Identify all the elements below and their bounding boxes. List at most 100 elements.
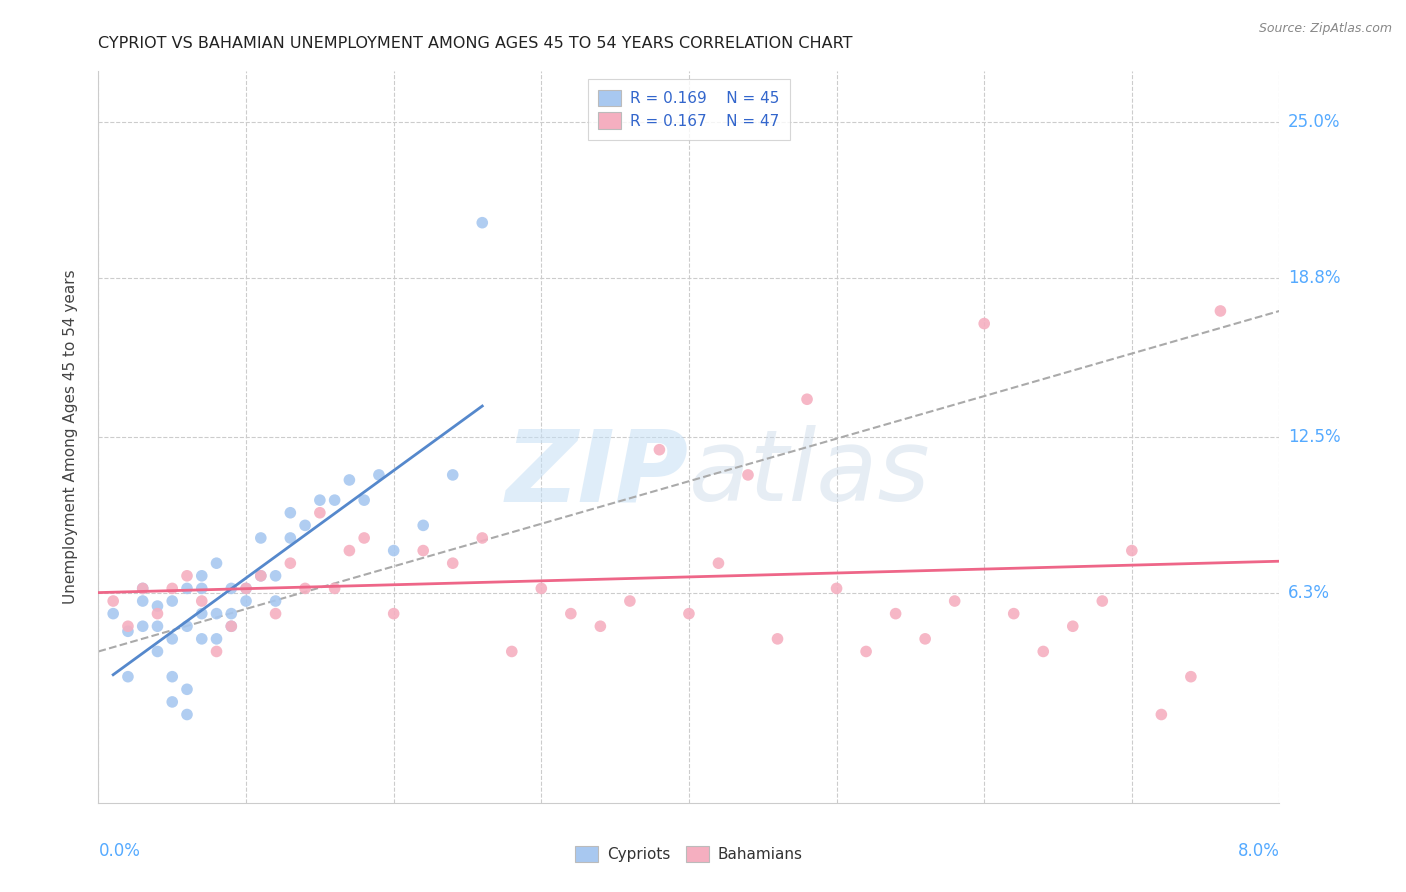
Point (117, 670, 139, 684)
Point (146, 619, 169, 633)
Point (205, 644, 228, 658)
Point (1062, 619, 1084, 633)
Point (589, 619, 612, 633)
Point (146, 599, 169, 613)
Text: 18.8%: 18.8% (1288, 269, 1340, 287)
Point (205, 556, 228, 570)
Point (278, 531, 301, 545)
Y-axis label: Unemployment Among Ages 45 to 54 years: Unemployment Among Ages 45 to 54 years (63, 269, 77, 605)
Point (441, 556, 464, 570)
Point (1180, 670, 1202, 684)
Point (205, 632, 228, 646)
Point (162, 670, 183, 684)
Text: 25.0%: 25.0% (1288, 112, 1340, 131)
Point (264, 607, 287, 621)
Point (619, 594, 641, 608)
Point (560, 607, 582, 621)
Point (205, 607, 228, 621)
Point (132, 582, 155, 596)
Point (412, 518, 434, 533)
Point (441, 467, 464, 482)
Legend: Cypriots, Bahamians: Cypriots, Bahamians (569, 839, 808, 868)
Point (264, 594, 287, 608)
Point (1150, 707, 1173, 722)
Point (648, 442, 671, 457)
Point (176, 569, 198, 583)
Point (308, 493, 332, 508)
Point (250, 569, 273, 583)
Point (766, 632, 789, 646)
Point (235, 594, 257, 608)
Point (132, 594, 155, 608)
Point (235, 582, 257, 596)
Text: 0.0%: 0.0% (98, 842, 141, 860)
Point (278, 556, 301, 570)
Point (162, 594, 183, 608)
Point (471, 216, 494, 230)
Point (294, 518, 316, 533)
Point (294, 582, 316, 596)
Text: 6.3%: 6.3% (1288, 584, 1330, 602)
Point (973, 317, 995, 331)
Point (353, 531, 375, 545)
Point (678, 607, 700, 621)
Point (530, 582, 553, 596)
Point (382, 607, 405, 621)
Text: atlas: atlas (689, 425, 931, 522)
Text: ZIP: ZIP (506, 425, 689, 522)
Point (132, 582, 155, 596)
Point (176, 619, 198, 633)
Point (103, 607, 124, 621)
Point (1032, 644, 1054, 658)
Point (308, 506, 332, 520)
Point (1121, 543, 1143, 558)
Point (353, 493, 375, 508)
Point (117, 619, 139, 633)
Point (219, 582, 242, 596)
Point (250, 569, 273, 583)
Point (412, 543, 434, 558)
Point (796, 392, 818, 407)
Point (914, 632, 936, 646)
Point (219, 619, 242, 633)
Point (737, 467, 759, 482)
Point (132, 619, 155, 633)
Point (191, 582, 214, 596)
Point (191, 632, 214, 646)
Point (235, 582, 257, 596)
Point (707, 556, 730, 570)
Point (855, 644, 877, 658)
Text: CYPRIOT VS BAHAMIAN UNEMPLOYMENT AMONG AGES 45 TO 54 YEARS CORRELATION CHART: CYPRIOT VS BAHAMIAN UNEMPLOYMENT AMONG A… (98, 36, 853, 51)
Text: 12.5%: 12.5% (1288, 428, 1340, 446)
Point (176, 707, 198, 722)
Point (323, 582, 346, 596)
Point (191, 569, 214, 583)
Point (191, 607, 214, 621)
Point (884, 607, 907, 621)
Text: Source: ZipAtlas.com: Source: ZipAtlas.com (1258, 22, 1392, 36)
Point (367, 467, 389, 482)
Point (943, 594, 966, 608)
Point (146, 607, 169, 621)
Point (1209, 304, 1232, 318)
Point (825, 582, 848, 596)
Text: 8.0%: 8.0% (1237, 842, 1279, 860)
Point (382, 543, 405, 558)
Point (1091, 594, 1114, 608)
Point (162, 632, 183, 646)
Point (250, 531, 273, 545)
Point (162, 582, 183, 596)
Point (162, 695, 183, 709)
Point (264, 569, 287, 583)
Point (337, 543, 360, 558)
Point (219, 607, 242, 621)
Point (176, 582, 198, 596)
Point (471, 531, 494, 545)
Point (191, 594, 214, 608)
Point (278, 506, 301, 520)
Point (103, 594, 124, 608)
Point (337, 473, 360, 487)
Point (1002, 607, 1025, 621)
Point (117, 624, 139, 639)
Point (176, 682, 198, 697)
